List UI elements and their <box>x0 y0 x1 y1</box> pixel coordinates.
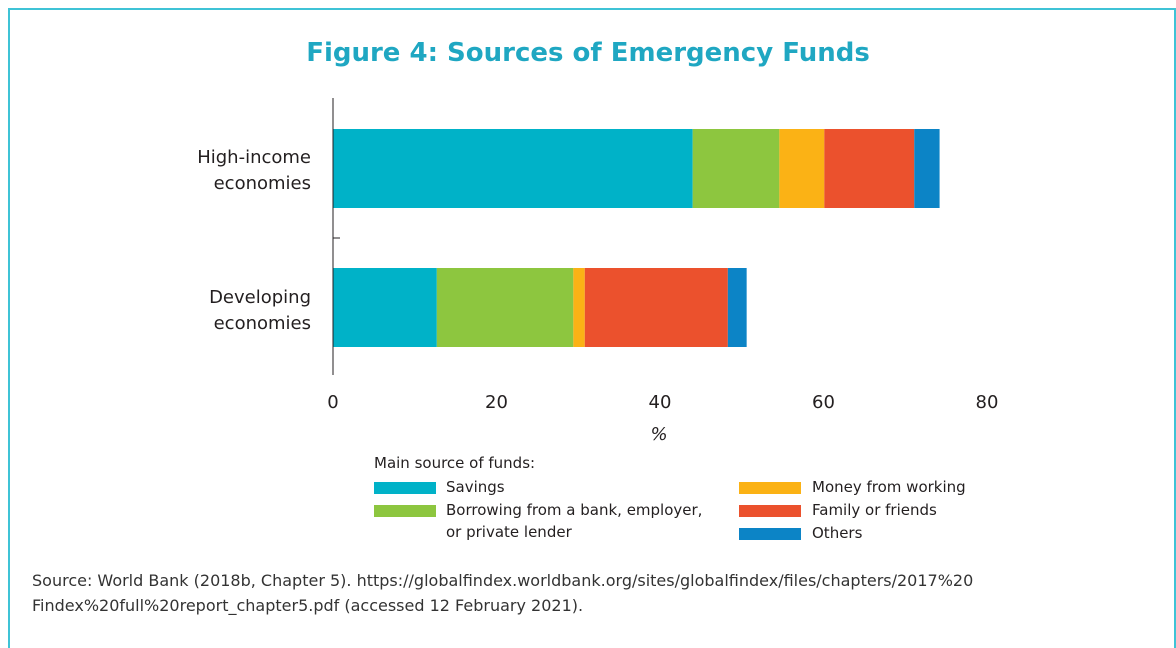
legend-swatch-borrowing <box>374 505 436 517</box>
chart-svg: High-income economies Developing economi… <box>197 98 998 445</box>
category-label-high-income-line2: economies <box>214 173 311 194</box>
figure-frame <box>8 8 1176 648</box>
legend-swatch-family <box>739 505 801 517</box>
bar-high-income-family <box>824 129 915 208</box>
source-note: Source: World Bank (2018b, Chapter 5). h… <box>32 568 1162 618</box>
bar-high-income-others <box>914 129 940 208</box>
source-line-2: Findex%20full%20report_chapter5.pdf (acc… <box>32 596 584 615</box>
x-axis-label: % <box>650 424 667 445</box>
bar-developing-others <box>727 268 747 347</box>
x-tick-label-20: 20 <box>485 392 508 413</box>
bar-high-income-money <box>779 129 825 208</box>
legend-swatch-money-from-working <box>739 482 801 494</box>
bar-developing-savings <box>333 268 437 347</box>
legend-swatch-savings <box>374 482 436 494</box>
bar-developing-family <box>584 268 728 347</box>
x-tick-label-60: 60 <box>812 392 835 413</box>
bar-developing-borrowing <box>436 268 574 347</box>
legend-label-others: Others <box>812 524 863 542</box>
bar-high-income-savings <box>333 129 693 208</box>
legend-label-money-from-working: Money from working <box>812 478 966 496</box>
bars-group <box>333 129 940 347</box>
bar-high-income-borrowing <box>692 129 780 208</box>
legend-label-borrowing-line1: Borrowing from a bank, employer, <box>446 501 703 519</box>
category-label-high-income-line1: High-income <box>197 147 311 168</box>
x-tick-label-80: 80 <box>976 392 999 413</box>
legend-label-family: Family or friends <box>812 501 937 519</box>
category-label-developing-line1: Developing <box>209 287 311 308</box>
x-tick-label-40: 40 <box>649 392 672 413</box>
category-label-developing-line2: economies <box>214 313 311 334</box>
x-tick-labels: 0 20 40 60 80 <box>327 392 998 413</box>
source-line-1: Source: World Bank (2018b, Chapter 5). h… <box>32 571 974 590</box>
legend-label-borrowing-line2: or private lender <box>446 523 572 541</box>
x-tick-label-0: 0 <box>327 392 338 413</box>
legend-label-savings: Savings <box>446 478 505 496</box>
bar-developing-money <box>573 268 585 347</box>
legend-title: Main source of funds: <box>374 454 536 472</box>
legend-swatch-others <box>739 528 801 540</box>
chart-title: Figure 4: Sources of Emergency Funds <box>306 38 870 68</box>
